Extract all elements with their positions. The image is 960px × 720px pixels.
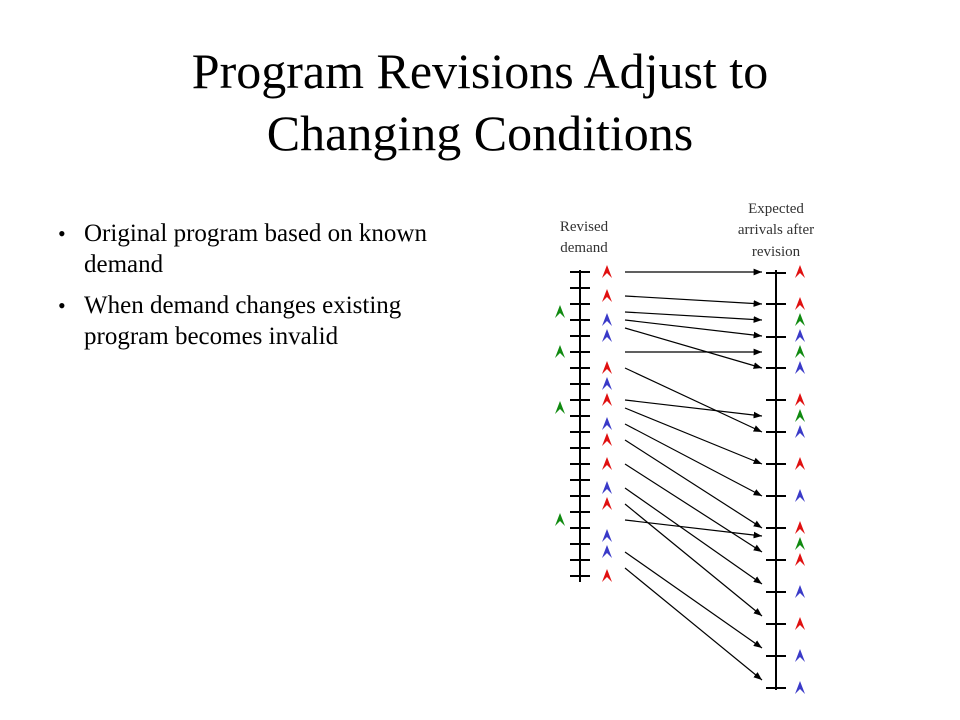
vehicle-arrow-icon (795, 521, 805, 534)
connector-arrow (624, 407, 763, 465)
bullet-text: When demand changes existing program bec… (84, 292, 402, 350)
bullet-dot-icon: • (58, 293, 66, 318)
vehicle-arrow-icon (795, 345, 805, 358)
connector-arrow (624, 311, 763, 323)
vehicle-arrow-icon (795, 457, 805, 470)
connector-arrow (624, 551, 763, 649)
vehicle-arrow-icon (602, 393, 612, 406)
connector-arrow (624, 367, 763, 433)
connector-arrow (624, 423, 763, 497)
connector-arrow (624, 327, 763, 369)
revised-demand-label-line-1: Revised (560, 219, 609, 235)
vehicle-arrow-icon (795, 329, 805, 342)
vehicle-arrow-icon (602, 329, 612, 342)
vehicle-arrow-icon (602, 457, 612, 470)
bullet-item: • When demand changes existing program b… (58, 290, 458, 352)
vehicle-arrow-icon (602, 545, 612, 558)
connector-arrow (624, 487, 763, 585)
vehicle-arrow-icon (795, 425, 805, 438)
vehicle-arrow-icon (795, 585, 805, 598)
vehicle-arrow-icon (602, 289, 612, 302)
vehicle-arrow-icon (795, 617, 805, 630)
revised-demand-label-line-2: demand (560, 240, 608, 256)
vehicle-arrow-icon (795, 265, 805, 278)
vehicle-arrow-icon (795, 409, 805, 422)
vehicle-arrow-icon (795, 489, 805, 502)
connector-arrow (624, 399, 763, 419)
vehicle-arrow-icon (602, 433, 612, 446)
bullet-text: Original program based on known demand (84, 220, 427, 278)
vehicle-arrow-icon (602, 313, 612, 326)
vehicle-arrow-icon (602, 481, 612, 494)
vehicle-arrow-icon (555, 305, 565, 318)
vehicle-arrow-icon (795, 681, 805, 694)
vehicle-arrow-icon (602, 497, 612, 510)
connector-arrow (624, 295, 763, 307)
connector-arrow (624, 503, 763, 617)
vehicle-arrow-icon (795, 537, 805, 550)
connector-arrow (624, 567, 763, 681)
vehicle-arrow-icon (602, 361, 612, 374)
vehicle-arrow-icon (555, 513, 565, 526)
slide-title-line-1: Program Revisions Adjust to (191, 43, 769, 99)
vehicle-arrow-icon (602, 265, 612, 278)
vehicle-arrow-icon (795, 297, 805, 310)
vehicle-arrow-icon (555, 401, 565, 414)
expected-arrivals-label-line-3: revision (752, 244, 801, 260)
vehicle-arrow-icon (795, 649, 805, 662)
vehicle-arrow-icon (602, 529, 612, 542)
vehicle-arrow-icon (555, 345, 565, 358)
connector-arrow (624, 519, 763, 539)
bullet-list: • Original program based on known demand… (58, 218, 458, 362)
vehicle-arrow-icon (795, 553, 805, 566)
bullet-dot-icon: • (58, 221, 66, 246)
connector-arrow (624, 463, 763, 553)
vehicle-arrow-icon (795, 313, 805, 326)
connector-arrow (624, 439, 763, 529)
connector-arrow (624, 319, 763, 339)
vehicle-arrow-icon (602, 569, 612, 582)
bullet-item: • Original program based on known demand (58, 218, 458, 280)
expected-arrivals-label-line-1: Expected (748, 201, 804, 217)
slide-title: Program Revisions Adjust to Changing Con… (0, 40, 960, 164)
vehicle-arrow-icon (795, 361, 805, 374)
vehicle-arrow-icon (602, 417, 612, 430)
slide-title-line-2: Changing Conditions (266, 105, 694, 161)
expected-arrivals-label-line-2: arrivals after (738, 222, 814, 238)
vehicle-arrow-icon (602, 377, 612, 390)
vehicle-arrow-icon (795, 393, 805, 406)
